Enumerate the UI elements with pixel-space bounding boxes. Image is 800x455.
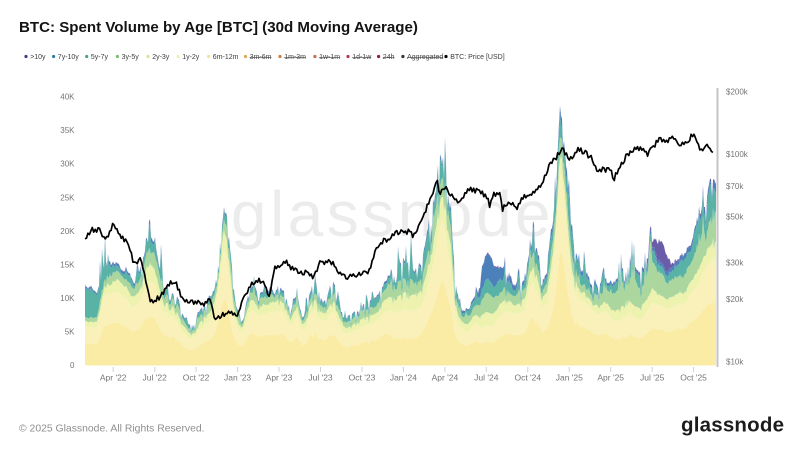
svg-text:2y-3y: 2y-3y bbox=[152, 54, 170, 61]
svg-text:10K: 10K bbox=[60, 294, 75, 303]
svg-text:0: 0 bbox=[70, 361, 75, 370]
svg-text:25K: 25K bbox=[60, 193, 75, 202]
svg-text:>10y: >10y bbox=[30, 54, 46, 61]
svg-text:Apr '22: Apr '22 bbox=[100, 373, 127, 383]
svg-text:Aggregated: Aggregated bbox=[407, 54, 443, 61]
svg-text:1m-3m: 1m-3m bbox=[284, 54, 306, 61]
svg-text:Jul '23: Jul '23 bbox=[308, 373, 333, 383]
svg-text:$50k: $50k bbox=[726, 213, 744, 222]
svg-text:glassnode: glassnode bbox=[231, 178, 554, 250]
svg-text:Jul '25: Jul '25 bbox=[640, 373, 665, 383]
svg-text:7y-10y: 7y-10y bbox=[58, 54, 80, 61]
svg-text:3y-5y: 3y-5y bbox=[122, 54, 140, 61]
svg-text:1d-1w: 1d-1w bbox=[352, 54, 372, 61]
svg-text:24h: 24h bbox=[383, 54, 395, 61]
svg-text:Oct '24: Oct '24 bbox=[514, 373, 541, 383]
svg-text:40K: 40K bbox=[60, 93, 75, 102]
svg-text:$200k: $200k bbox=[726, 88, 749, 97]
svg-text:$30k: $30k bbox=[726, 259, 744, 268]
svg-text:1y-2y: 1y-2y bbox=[182, 54, 200, 61]
svg-text:5K: 5K bbox=[65, 328, 75, 337]
svg-text:Oct '25: Oct '25 bbox=[680, 373, 707, 383]
svg-text:20K: 20K bbox=[60, 227, 75, 236]
svg-text:Oct '22: Oct '22 bbox=[183, 373, 210, 383]
svg-text:BTC: Price [USD]: BTC: Price [USD] bbox=[450, 54, 505, 61]
svg-text:Jul '24: Jul '24 bbox=[474, 373, 499, 383]
svg-text:5y-7y: 5y-7y bbox=[91, 54, 109, 61]
svg-text:Oct '23: Oct '23 bbox=[349, 373, 376, 383]
svg-text:$70k: $70k bbox=[726, 182, 744, 191]
svg-text:glassnode: glassnode bbox=[681, 414, 784, 437]
svg-text:© 2025 Glassnode. All Rights R: © 2025 Glassnode. All Rights Reserved. bbox=[19, 424, 205, 435]
svg-text:Apr '24: Apr '24 bbox=[432, 373, 459, 383]
svg-text:30K: 30K bbox=[60, 160, 75, 169]
svg-text:1w-1m: 1w-1m bbox=[319, 54, 340, 61]
svg-text:$20k: $20k bbox=[726, 295, 744, 304]
svg-text:Jan '23: Jan '23 bbox=[224, 373, 251, 383]
svg-text:Jan '25: Jan '25 bbox=[556, 373, 583, 383]
svg-text:15K: 15K bbox=[60, 260, 75, 269]
svg-text:$10k: $10k bbox=[726, 358, 744, 367]
svg-text:6m-12m: 6m-12m bbox=[213, 54, 239, 61]
svg-text:35K: 35K bbox=[60, 126, 75, 135]
svg-text:Apr '23: Apr '23 bbox=[266, 373, 293, 383]
svg-text:BTC: Spent Volume by Age [BTC]: BTC: Spent Volume by Age [BTC] (30d Movi… bbox=[19, 19, 418, 36]
svg-text:Jul '22: Jul '22 bbox=[143, 373, 168, 383]
svg-text:Apr '25: Apr '25 bbox=[597, 373, 624, 383]
svg-text:3m-6m: 3m-6m bbox=[250, 54, 272, 61]
svg-text:$100k: $100k bbox=[726, 150, 749, 159]
svg-text:Jan '24: Jan '24 bbox=[390, 373, 417, 383]
